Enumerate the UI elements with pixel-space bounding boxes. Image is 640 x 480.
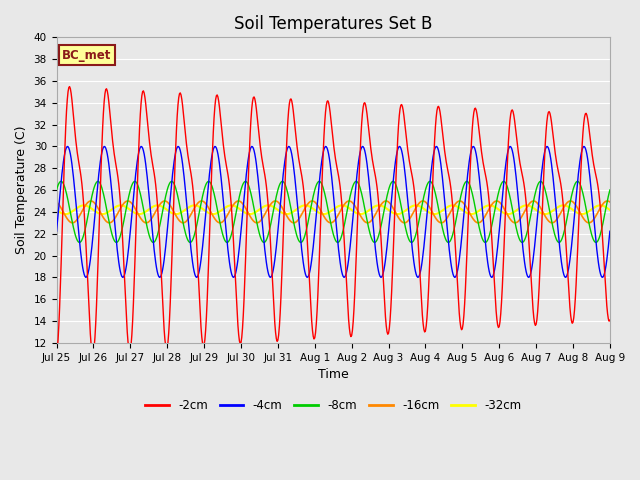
- Text: BC_met: BC_met: [62, 48, 111, 62]
- X-axis label: Time: Time: [318, 368, 349, 381]
- Legend: -2cm, -4cm, -8cm, -16cm, -32cm: -2cm, -4cm, -8cm, -16cm, -32cm: [140, 395, 526, 417]
- Y-axis label: Soil Temperature (C): Soil Temperature (C): [15, 126, 28, 254]
- Title: Soil Temperatures Set B: Soil Temperatures Set B: [234, 15, 433, 33]
